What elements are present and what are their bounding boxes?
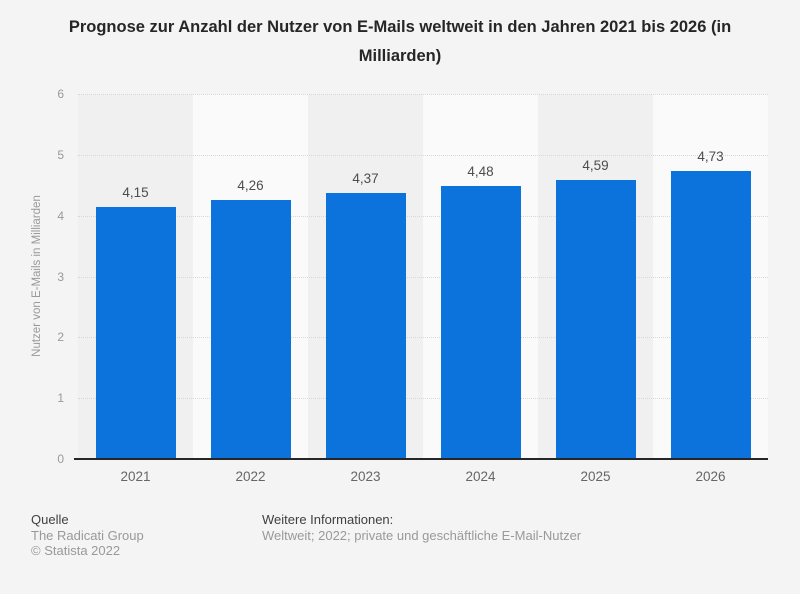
y-tick-label-1: 1 (57, 391, 64, 406)
chart-area: 4,15 4,26 4,37 4,48 4,59 4,73 Nutzer von E-Ma… (0, 87, 800, 490)
page-title: Prognose zur Anzahl der Nutzer von E-Mai… (68, 18, 732, 65)
value-label-2026: 4,73 (697, 149, 724, 165)
bar-2021 (95, 206, 176, 459)
y-tick-label-0: 0 (57, 452, 64, 466)
x-tick-label-2022: 2022 (235, 469, 266, 484)
gridline-5 (78, 154, 768, 156)
y-tick-label-5: 5 (57, 147, 64, 162)
y-tick-label-2: 2 (57, 330, 64, 345)
x-axis-line (74, 458, 768, 460)
y-tick-label-6: 6 (57, 87, 64, 101)
bar-2026 (670, 171, 751, 459)
x-tick-label-2025: 2025 (580, 469, 611, 484)
copyright-text: © Statista 2022 (31, 543, 121, 558)
bar-2025 (555, 179, 636, 459)
x-tick-label-2023: 2023 (350, 469, 381, 484)
gridline-3 (78, 276, 768, 278)
footer-source-block: Quelle The Radicati Group © Statista 202… (31, 512, 144, 559)
gridline-4 (78, 215, 768, 217)
value-label-2021: 4,15 (122, 184, 149, 200)
bar-2024 (440, 186, 521, 459)
y-tick-label-3: 3 (57, 269, 64, 284)
gridline-2 (78, 337, 768, 339)
bar-2022 (210, 199, 291, 459)
value-label-2023: 4,37 (352, 171, 379, 187)
value-label-2025: 4,59 (582, 157, 609, 173)
info-text: Weltweit; 2022; private und geschäftlich… (262, 527, 582, 543)
x-tick-label-2026: 2026 (695, 469, 726, 484)
source-name: The Radicati Group (31, 527, 144, 543)
value-label-2022: 4,26 (237, 177, 264, 193)
x-tick-label-2024: 2024 (465, 469, 496, 484)
gridline-6 (78, 94, 768, 95)
gridline-1 (78, 398, 768, 400)
y-tick-label-4: 4 (57, 208, 64, 223)
bar-2023 (325, 193, 406, 459)
footer-info-block: Weitere Informationen: Weltweit; 2022; p… (262, 512, 581, 543)
x-tick-label-2021: 2021 (120, 469, 151, 484)
source-label: Quelle (31, 512, 69, 527)
info-label: Weitere Informationen: (262, 512, 394, 527)
plot-area: 4,15 4,26 4,37 4,48 4,59 4,73 (78, 94, 768, 459)
value-label-2024: 4,48 (467, 164, 494, 180)
